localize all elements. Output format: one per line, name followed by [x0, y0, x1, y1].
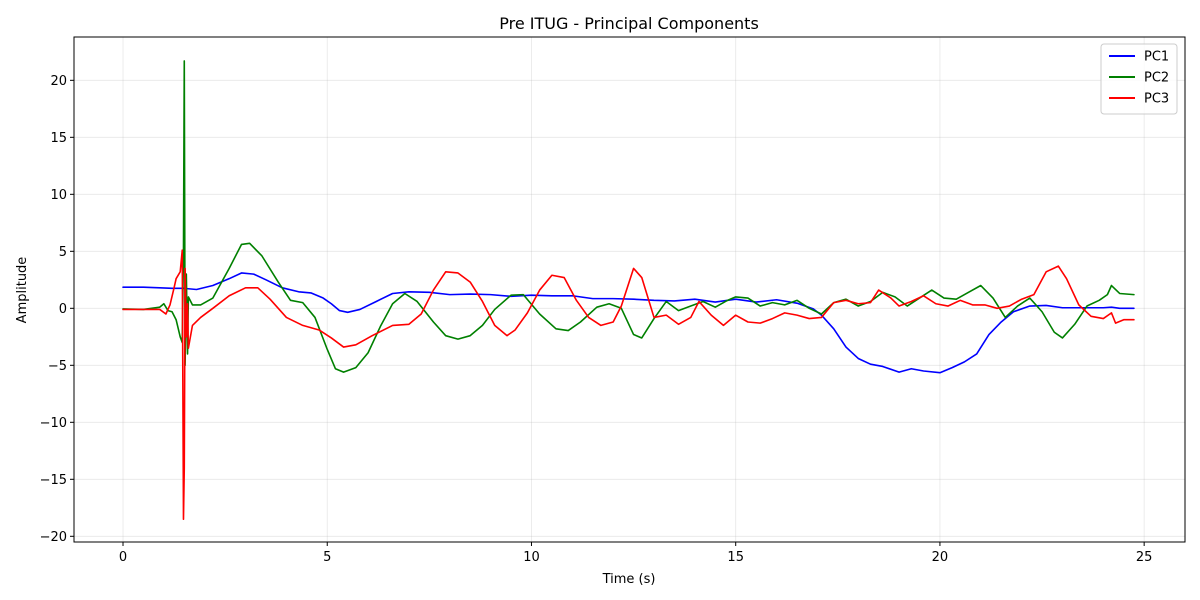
x-tick-label: 5	[323, 550, 331, 565]
series-line-pc2	[122, 60, 1135, 373]
y-tick-label: −10	[40, 416, 67, 431]
x-tick-label: 15	[727, 550, 744, 565]
x-tick-label: 10	[523, 550, 540, 565]
legend-label-pc3: PC3	[1144, 92, 1169, 107]
series-group	[122, 60, 1135, 520]
series-line-pc3	[122, 249, 1135, 520]
y-tick-label: 10	[50, 188, 67, 203]
x-tick-label: 0	[119, 550, 127, 565]
y-tick-label: 5	[59, 245, 67, 260]
y-axis-title: Amplitude	[15, 257, 30, 324]
y-tick-label: 15	[50, 131, 67, 146]
y-tick-label: 0	[59, 302, 67, 317]
x-tick-label: 20	[932, 550, 949, 565]
axis-ticks: 0 5 10 15 20 25 −20 −15 −10 −5 0 5 10 15 20	[40, 74, 1153, 565]
legend-box	[1100, 43, 1178, 115]
plot-frame	[73, 36, 1186, 543]
x-axis-title: Time (s)	[602, 572, 656, 587]
legend: PC1 PC2 PC3	[1100, 43, 1178, 115]
chart-title: Pre ITUG - Principal Components	[499, 14, 759, 33]
legend-label-pc2: PC2	[1144, 71, 1169, 86]
y-tick-label: −5	[48, 359, 67, 374]
legend-label-pc1: PC1	[1144, 50, 1169, 65]
x-tick-label: 25	[1136, 550, 1153, 565]
y-tick-label: −20	[40, 530, 67, 545]
y-tick-label: −15	[40, 473, 67, 488]
y-tick-label: 20	[50, 74, 67, 89]
series-line-pc1	[122, 272, 1135, 374]
